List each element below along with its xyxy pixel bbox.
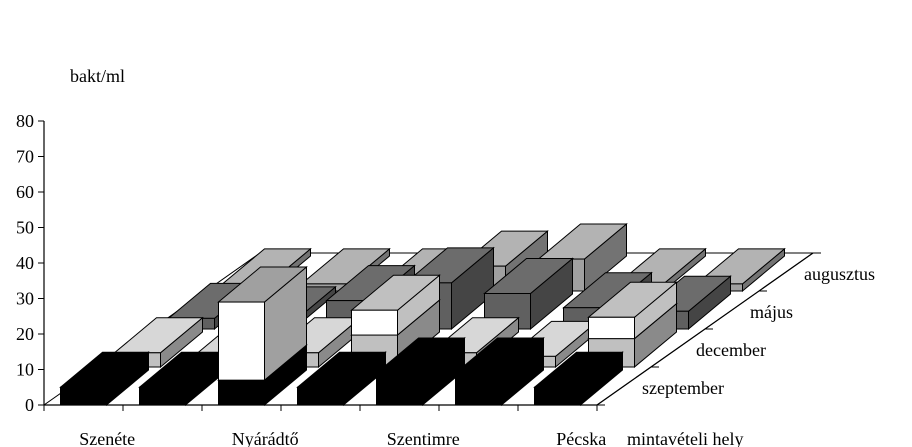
series-label: szeptember xyxy=(642,378,724,398)
series-label: december xyxy=(696,340,766,360)
y-tick-label: 20 xyxy=(16,324,34,344)
series-label: augusztus xyxy=(804,264,875,284)
y-axis-label: bakt/ml xyxy=(70,66,125,86)
bar-szeptember-3 xyxy=(296,351,387,407)
bar-extra-6 xyxy=(587,281,678,340)
y-tick-label: 80 xyxy=(16,111,34,131)
bar-tall xyxy=(217,265,308,382)
y-tick-label: 50 xyxy=(16,218,34,238)
axes-group: 0 10 20 30 40 50 60 70 80 Szenéte Nyárádtő Szentimr… xyxy=(16,111,875,447)
y-tick-label: 10 xyxy=(16,360,34,380)
x-tick-label: Szentimre xyxy=(387,429,460,447)
y-tick-label: 30 xyxy=(16,289,34,309)
x-axis-label: mintavételi hely xyxy=(627,429,743,447)
bar-extra-3 xyxy=(350,274,441,337)
x-tick-label: Pécska xyxy=(556,429,606,447)
bar-május-4 xyxy=(483,257,574,331)
y-tick-label: 40 xyxy=(16,253,34,273)
x-tick-label: Nyárádtő xyxy=(232,429,299,447)
x-tick-label: Szenéte xyxy=(79,429,135,447)
bar-szeptember-4 xyxy=(375,336,466,407)
bar-szeptember-5 xyxy=(454,336,545,407)
y-tick-label: 60 xyxy=(16,182,34,202)
y-tick-label: 70 xyxy=(16,147,34,167)
y-tick-label: 0 xyxy=(25,395,34,415)
series-label: május xyxy=(750,302,793,322)
bar-szeptember-0 xyxy=(59,351,150,407)
bars-group xyxy=(59,222,786,407)
